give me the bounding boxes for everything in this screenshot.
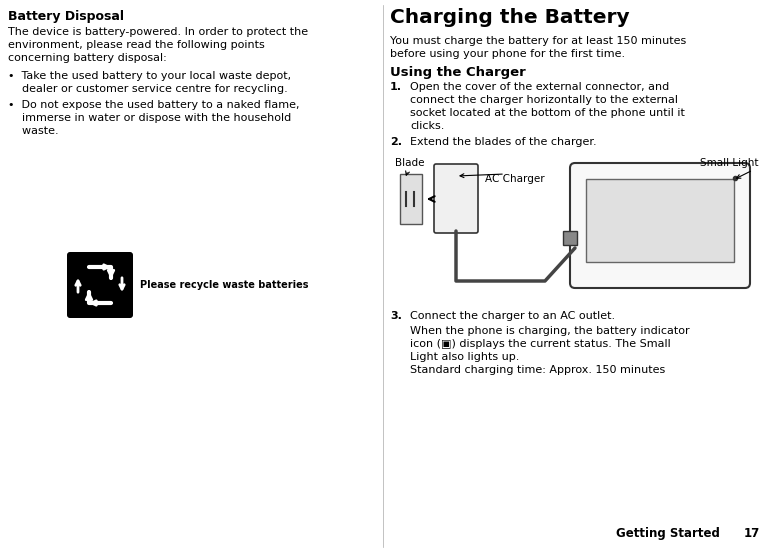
Text: 1.: 1. [390, 82, 402, 92]
Text: Light also lights up.: Light also lights up. [410, 352, 519, 362]
Text: immerse in water or dispose with the household: immerse in water or dispose with the hou… [8, 113, 291, 123]
FancyBboxPatch shape [570, 163, 750, 288]
FancyBboxPatch shape [586, 179, 734, 262]
Text: Charging the Battery: Charging the Battery [390, 8, 630, 27]
Text: •  Take the used battery to your local waste depot,: • Take the used battery to your local wa… [8, 71, 291, 81]
Text: clicks.: clicks. [410, 121, 444, 131]
Text: Standard charging time: Approx. 150 minutes: Standard charging time: Approx. 150 minu… [410, 365, 665, 375]
Text: waste.: waste. [8, 126, 58, 136]
Text: before using your phone for the first time.: before using your phone for the first ti… [390, 49, 625, 59]
Text: •  Do not expose the used battery to a naked flame,: • Do not expose the used battery to a na… [8, 100, 299, 110]
Text: Open the cover of the external connector, and: Open the cover of the external connector… [410, 82, 670, 92]
Text: Please recycle waste batteries: Please recycle waste batteries [140, 280, 308, 290]
Text: Blade: Blade [395, 158, 424, 168]
Text: connect the charger horizontally to the external: connect the charger horizontally to the … [410, 95, 678, 105]
Text: Getting Started: Getting Started [616, 527, 720, 540]
Text: 17: 17 [744, 527, 760, 540]
Text: You must charge the battery for at least 150 minutes: You must charge the battery for at least… [390, 36, 686, 46]
Text: concerning battery disposal:: concerning battery disposal: [8, 53, 166, 63]
Text: socket located at the bottom of the phone until it: socket located at the bottom of the phon… [410, 108, 685, 118]
Text: Battery Disposal: Battery Disposal [8, 10, 124, 23]
Text: The device is battery-powered. In order to protect the: The device is battery-powered. In order … [8, 27, 308, 37]
Text: AC Charger: AC Charger [485, 174, 545, 184]
Text: When the phone is charging, the battery indicator: When the phone is charging, the battery … [410, 326, 690, 336]
Text: Extend the blades of the charger.: Extend the blades of the charger. [410, 137, 597, 147]
Text: Small Light: Small Light [700, 158, 758, 168]
FancyBboxPatch shape [434, 164, 478, 233]
FancyBboxPatch shape [563, 231, 577, 245]
Text: environment, please read the following points: environment, please read the following p… [8, 40, 265, 50]
FancyBboxPatch shape [400, 174, 422, 224]
Text: Connect the charger to an AC outlet.: Connect the charger to an AC outlet. [410, 311, 615, 321]
Text: dealer or customer service centre for recycling.: dealer or customer service centre for re… [8, 84, 288, 94]
FancyBboxPatch shape [67, 252, 133, 318]
Text: icon (▣) displays the current status. The Small: icon (▣) displays the current status. Th… [410, 339, 671, 349]
Text: Using the Charger: Using the Charger [390, 66, 525, 79]
Text: 3.: 3. [390, 311, 402, 321]
Text: 2.: 2. [390, 137, 402, 147]
